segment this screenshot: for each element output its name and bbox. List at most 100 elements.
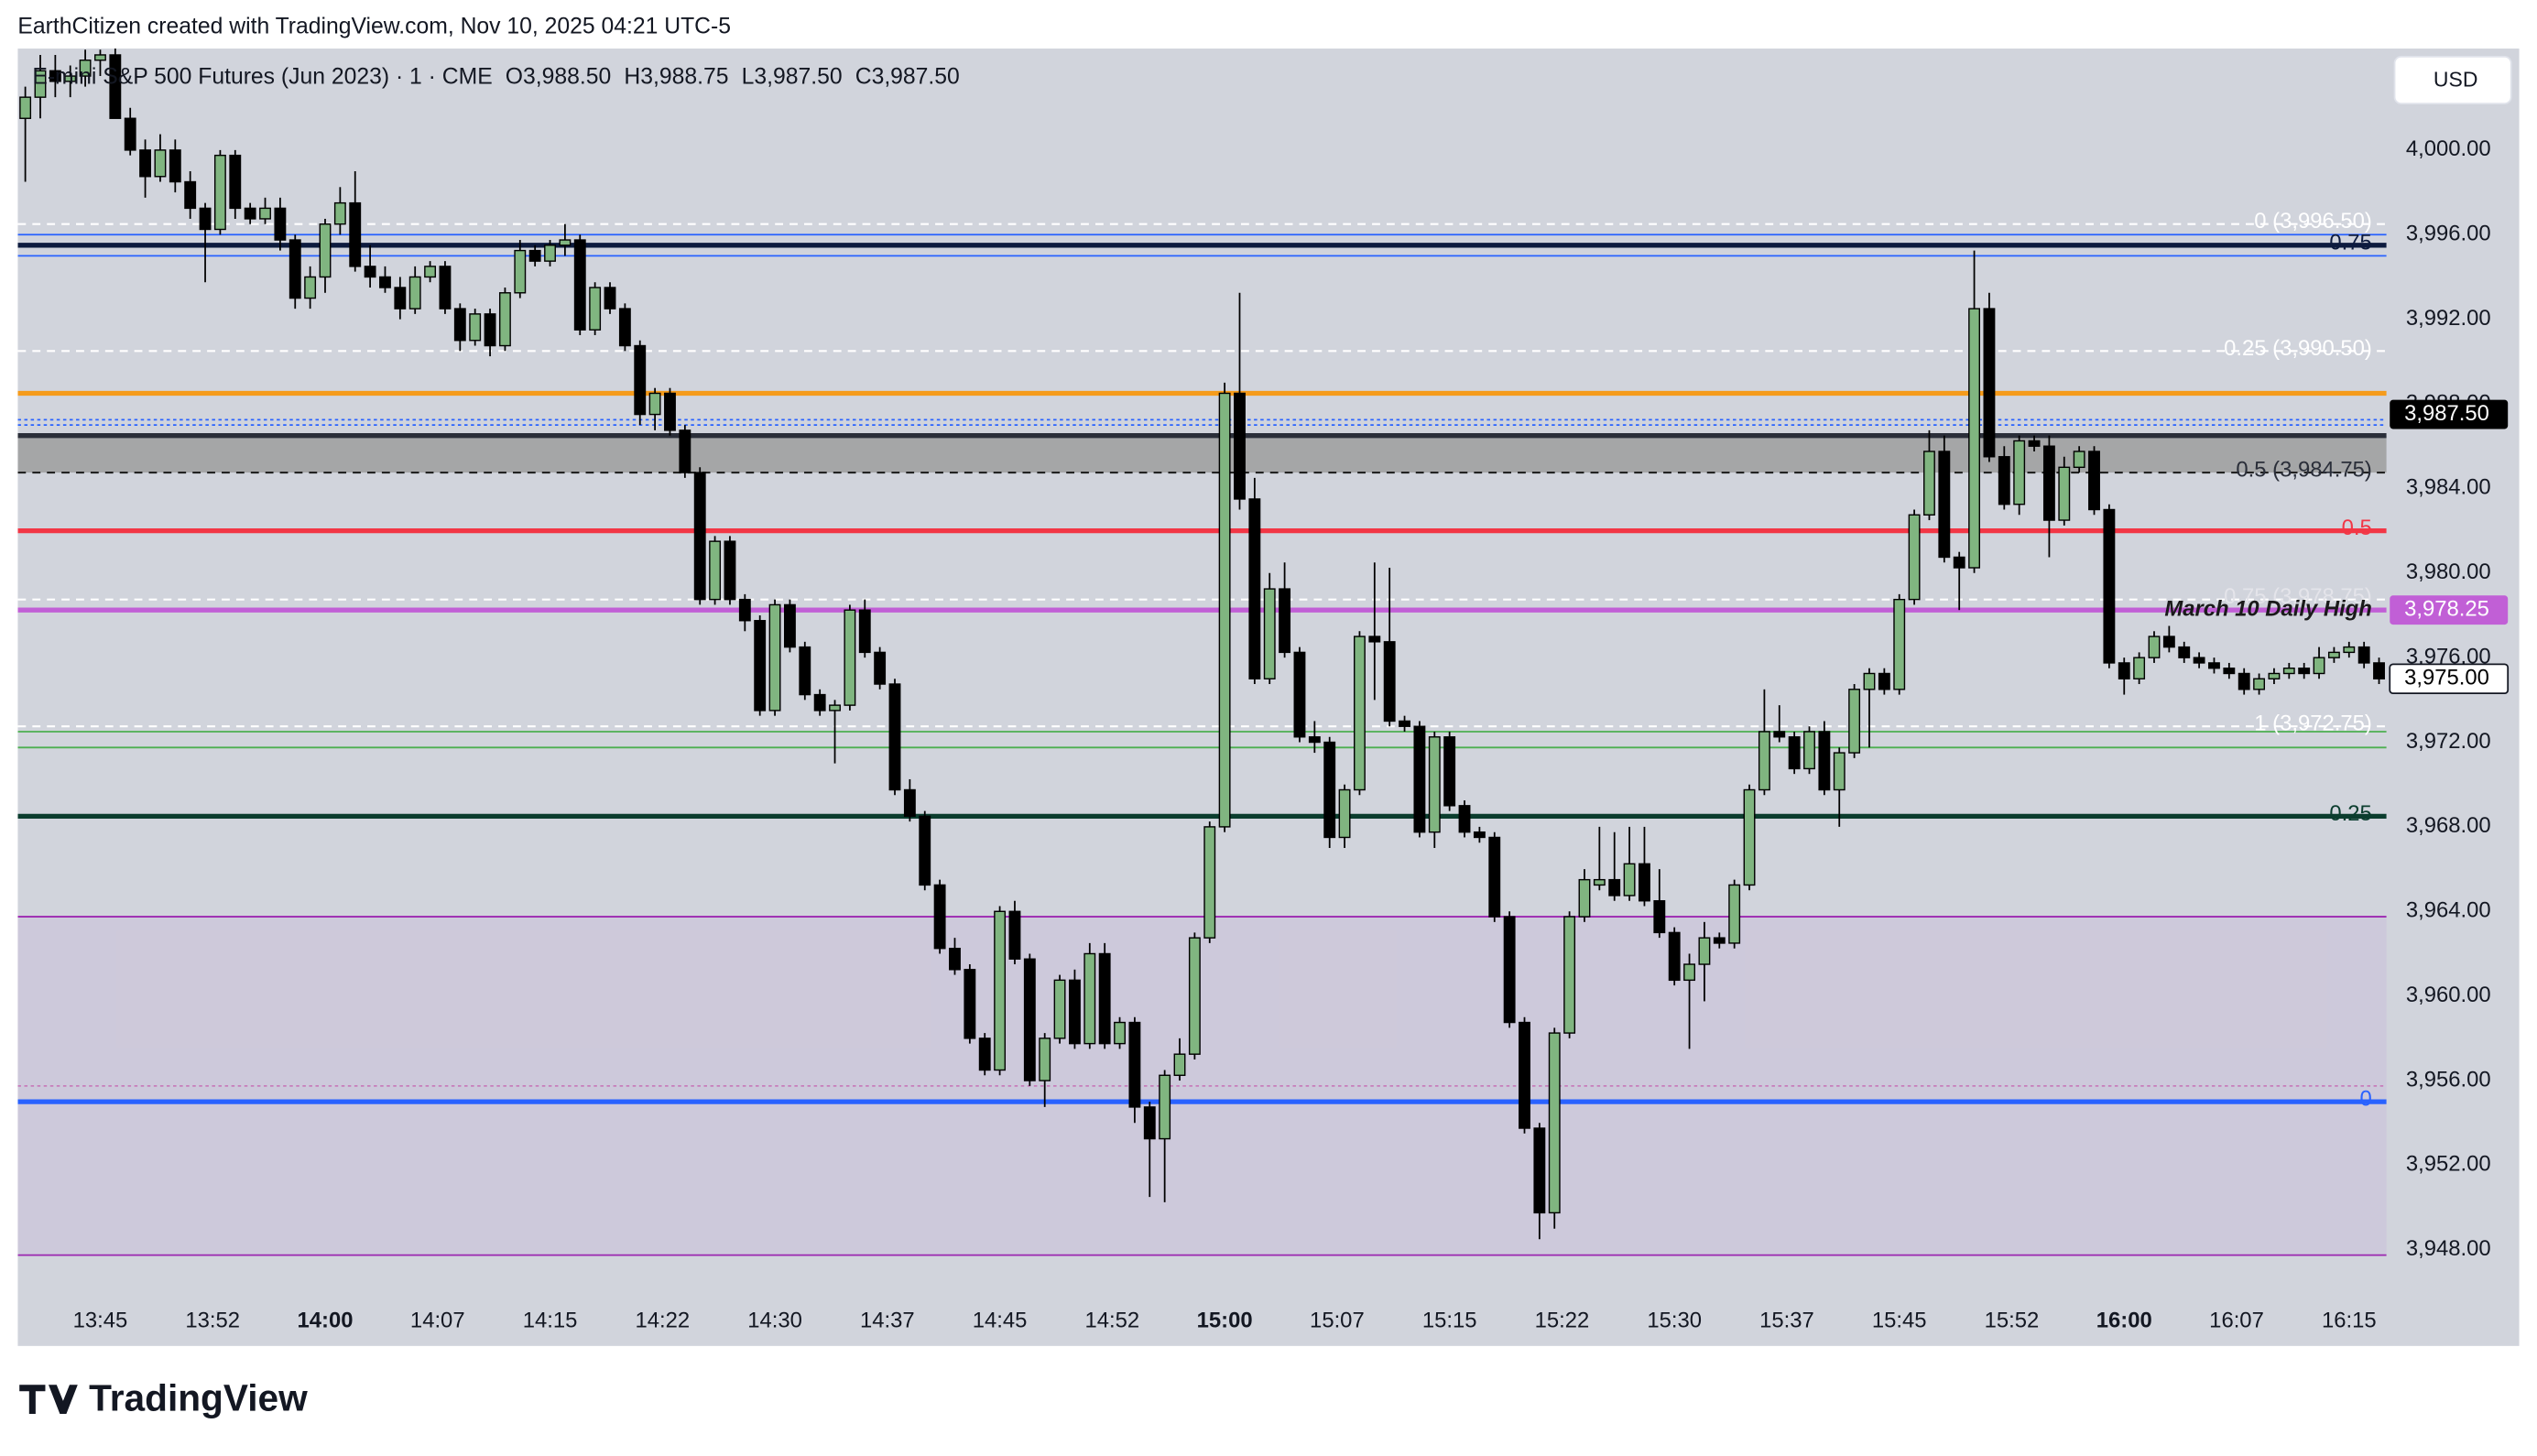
symbol-legend: E-mini S&P 500 Futures (Jun 2023) · 1 · … [32, 64, 959, 89]
candle-body [1039, 1038, 1051, 1081]
level-label: 0.5 (3,984.75) [2236, 458, 2371, 483]
candle-body [1188, 937, 1201, 1055]
candle-body [34, 70, 47, 98]
candle-body [829, 704, 841, 712]
level-label: 0 [2360, 1087, 2372, 1112]
candle-body [1323, 741, 1336, 839]
candle-body [903, 788, 916, 818]
x-tick-label: 15:00 [1197, 1309, 1253, 1333]
candle-body [139, 149, 152, 178]
candle-body [484, 313, 496, 347]
y-tick-label: 3,992.00 [2406, 306, 2491, 331]
candle-body [1218, 392, 1231, 828]
price-tag [2390, 595, 2509, 625]
candle-body [1878, 672, 1890, 690]
candle-body [2028, 440, 2041, 447]
candle-body [1159, 1074, 1171, 1140]
candle-body [2162, 636, 2175, 648]
candle-body [259, 207, 271, 220]
x-tick-label: 14:22 [635, 1309, 690, 1333]
candle-body [124, 117, 136, 151]
candle-body [274, 207, 287, 241]
candle-body [1668, 931, 1681, 982]
x-tick-label: 15:07 [1310, 1309, 1365, 1333]
candle-body [1128, 1021, 1141, 1108]
brand-icon [19, 1385, 78, 1415]
candle-body [244, 207, 256, 220]
x-tick-label: 14:00 [298, 1309, 354, 1333]
candle-body [2208, 662, 2220, 669]
candle-body [1503, 916, 1516, 1024]
candle-body [1863, 672, 1876, 690]
candle-body [1563, 916, 1576, 1034]
candle-body [1743, 788, 1756, 886]
candle-body [154, 149, 167, 178]
y-tick-label: 3,956.00 [2406, 1067, 2491, 1092]
x-tick-label: 14:52 [1085, 1309, 1140, 1333]
candle-body [169, 149, 181, 183]
candle-body [1548, 1032, 1561, 1214]
level-label: 1 (3,972.75) [2254, 712, 2372, 736]
candle-body [2178, 646, 2191, 658]
candle-body [1488, 836, 1501, 918]
x-tick-label: 16:00 [2096, 1309, 2152, 1333]
x-tick-label: 14:45 [973, 1309, 1028, 1333]
candle-body [2343, 646, 2356, 654]
candle-body [858, 609, 871, 654]
candle-body [64, 75, 77, 82]
x-tick-label: 16:15 [2322, 1309, 2377, 1333]
candle-body [439, 266, 452, 310]
candle-body [648, 392, 661, 416]
x-tick-label: 14:37 [860, 1309, 915, 1333]
candle-body [2253, 678, 2266, 690]
candle-body [229, 154, 242, 210]
ohlc-value: C3,987.50 [855, 64, 960, 89]
candle-body [1519, 1021, 1530, 1129]
ohlc-value: O3,988.50 [506, 64, 611, 89]
candle-body [469, 313, 482, 342]
candle-body [1083, 952, 1096, 1045]
candle-body [1023, 958, 1036, 1081]
candle-body [2042, 445, 2055, 521]
candle-body [199, 207, 212, 231]
candle-body [783, 603, 796, 648]
candle-body [1234, 392, 1246, 500]
candle-body [1338, 788, 1351, 839]
candle-body [2118, 662, 2130, 679]
y-tick-label: 3,960.00 [2406, 983, 2491, 1007]
candle-body [1728, 884, 1741, 944]
x-tick-label: 15:30 [1647, 1309, 1702, 1333]
candle-body [978, 1038, 991, 1071]
candle-body [2088, 451, 2100, 511]
y-tick-label: 3,968.00 [2406, 813, 2491, 838]
x-tick-label: 15:15 [1422, 1309, 1477, 1333]
x-tick-label: 16:07 [2209, 1309, 2264, 1333]
candle-body [394, 287, 407, 310]
candle-body [1263, 588, 1276, 679]
candle-body [1098, 952, 1111, 1045]
x-tick-label: 13:45 [73, 1309, 128, 1333]
candle-body [514, 249, 527, 294]
candle-body [94, 54, 106, 61]
candle-body [964, 969, 976, 1039]
level-label: 0.25 [2329, 801, 2371, 826]
candle-body [453, 308, 466, 342]
candle-body [1953, 556, 1965, 569]
currency-button[interactable] [2393, 55, 2512, 104]
candle-body [1203, 826, 1216, 939]
y-tick-label: 3,972.00 [2406, 729, 2491, 754]
candle-body [1533, 1127, 1546, 1214]
candle-body [1938, 451, 1951, 559]
ohlc-value: L3,987.50 [742, 64, 843, 89]
level-label: 0 (3,996.50) [2254, 209, 2372, 234]
price-tag [2390, 399, 2509, 429]
x-tick-label: 14:30 [747, 1309, 802, 1333]
candle-body [1428, 736, 1441, 833]
candle-body [844, 609, 856, 706]
y-tick-label: 3,984.00 [2406, 475, 2491, 500]
level-label: 0.75 (3,978.75) [2224, 584, 2372, 609]
y-tick-label: 3,980.00 [2406, 560, 2491, 584]
candle-body [1053, 979, 1066, 1039]
price-tag [2389, 663, 2510, 695]
x-tick-label: 15:22 [1535, 1309, 1590, 1333]
